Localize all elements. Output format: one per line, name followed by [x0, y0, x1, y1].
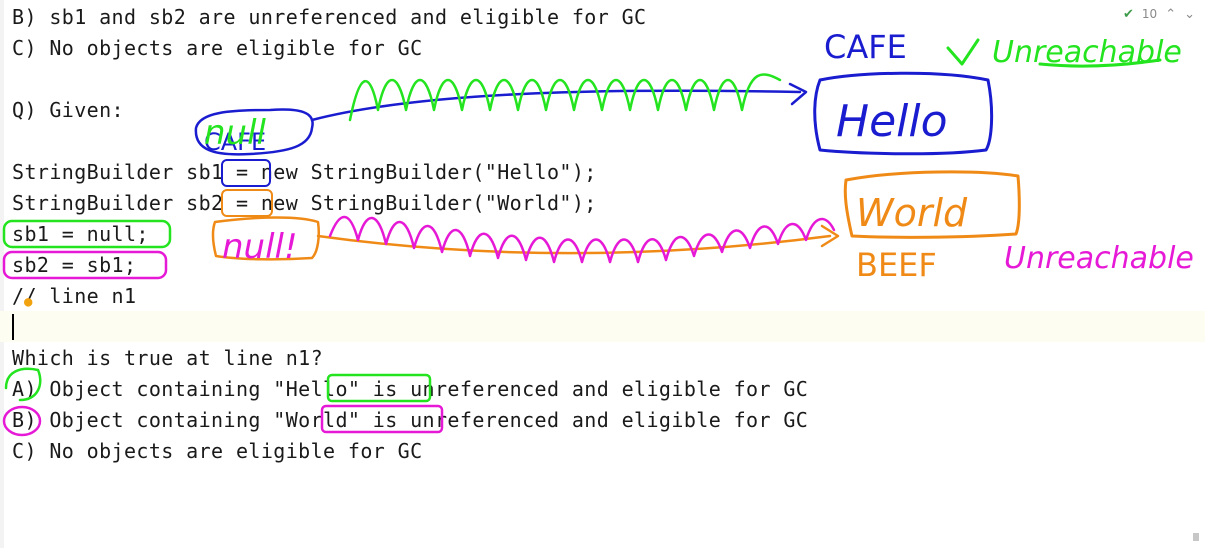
ink-arrow-to-hello: [310, 89, 802, 122]
inspection-widget[interactable]: ✔ 10 ⌃ ⌄: [1123, 4, 1195, 24]
ink-label-cafe: CAFE: [824, 28, 907, 66]
code-line-10: // line n1: [12, 284, 137, 308]
code-line-14: B) Object containing "World" is unrefere…: [12, 408, 809, 432]
ink-scribble-green: [348, 73, 782, 122]
ink-bubble-null-2: [211, 216, 320, 261]
ink-check-cafe: [946, 38, 980, 66]
current-line-highlight: [0, 311, 1205, 342]
text-caret: [12, 314, 14, 340]
code-line-9: sb2 = sb1;: [12, 253, 137, 277]
code-line-12: Which is true at line n1?: [12, 346, 324, 370]
check-icon: ✔: [1123, 6, 1134, 22]
ink-box-hello-answer: [326, 373, 432, 403]
ink-box-world-answer: [320, 404, 444, 434]
ink-circle-a: [4, 367, 42, 402]
ink-label-hello: Hello: [836, 96, 948, 147]
ink-label-null-1: null: [204, 113, 267, 153]
ink-box-world: [843, 170, 1021, 239]
ink-scribble-magenta: [328, 215, 836, 264]
ink-label-cafe-small: CAFE: [204, 128, 266, 156]
code-line-7: StringBuilder sb2 = new StringBuilder("W…: [12, 191, 597, 215]
ink-box-hello: [813, 71, 994, 156]
code-line-8: sb1 = null;: [12, 222, 149, 246]
ink-box-sb2-sb1: [2, 250, 168, 280]
ink-label-unreachable-2: Unreachable: [1004, 241, 1194, 276]
code-line-15: C) No objects are eligible for GC: [12, 439, 423, 463]
ink-label-null-2: null!: [222, 227, 298, 267]
ink-box-sb2: [221, 189, 273, 217]
code-line-6: StringBuilder sb1 = new StringBuilder("H…: [12, 160, 597, 184]
ink-label-world: World: [856, 191, 968, 235]
code-line-2: C) No objects are eligible for GC: [12, 36, 423, 60]
ink-label-unreachable-1: Unreachable: [992, 35, 1182, 70]
ink-box-sb1-null: [2, 219, 172, 249]
inspection-count: 10: [1141, 7, 1158, 21]
chevron-down-icon[interactable]: ⌄: [1184, 6, 1195, 22]
ink-bubble-null: [194, 108, 314, 156]
ink-arrowhead-world: [820, 224, 840, 248]
chevron-up-icon[interactable]: ⌃: [1165, 6, 1177, 22]
ink-box-sb1: [221, 159, 271, 187]
ink-label-beef: BEEF: [856, 246, 937, 284]
ink-arrowhead-hello: [788, 82, 808, 106]
code-line-4: Q) Given:: [12, 98, 124, 122]
lightbulb-icon[interactable]: ●: [24, 294, 33, 310]
code-line-1: B) sb1 and sb2 are unreferenced and elig…: [12, 5, 647, 29]
scrollbar-thumb[interactable]: [1193, 533, 1199, 541]
code-line-13: A) Object containing "Hello" is unrefere…: [12, 377, 809, 401]
ink-circle-b: [2, 405, 42, 437]
ink-arrow-to-world: [316, 234, 832, 255]
editor-gutter: [0, 0, 4, 548]
ink-underline-unreachable: [1038, 58, 1162, 68]
